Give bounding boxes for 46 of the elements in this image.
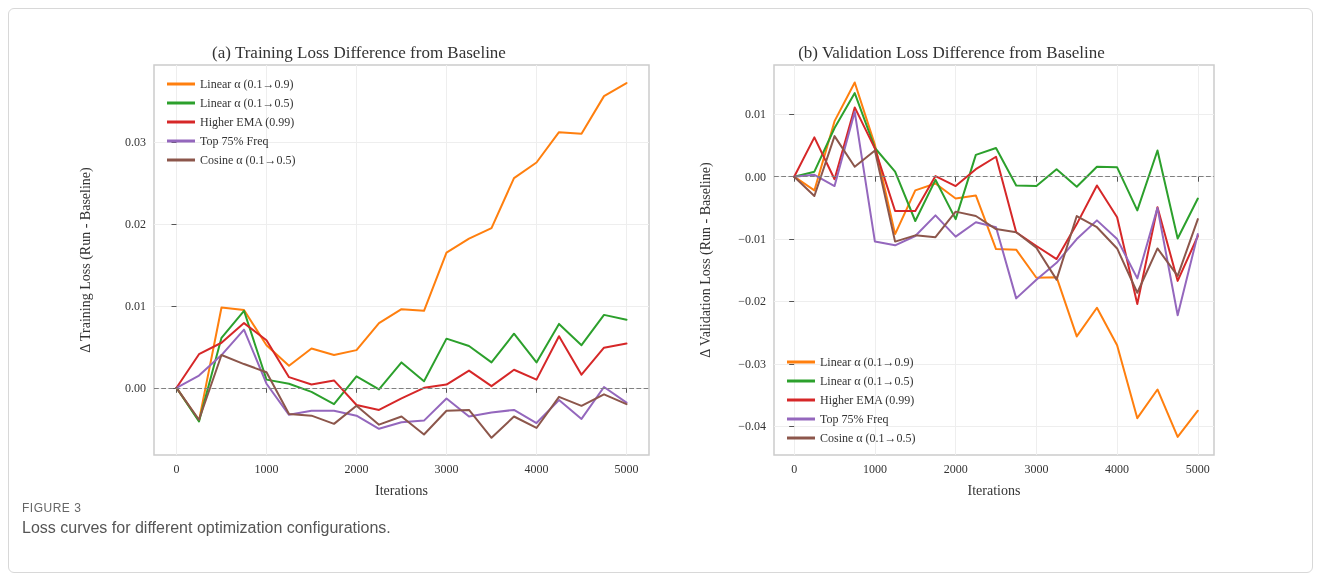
line-series <box>793 135 1199 294</box>
y-tick-label: 0.02 <box>125 216 146 231</box>
x-tick-label: 3000 <box>434 462 459 476</box>
line-series <box>175 354 628 439</box>
line-series <box>175 328 628 430</box>
caption: FIGURE 3 <box>22 501 83 515</box>
y-tick-label: −0.02 <box>738 294 766 309</box>
line-series <box>175 309 628 423</box>
legend-label: Linear α (0.1→0.9) <box>200 77 294 91</box>
y-tick-label: 0.00 <box>745 169 766 184</box>
x-tick-label: 1000 <box>862 462 887 476</box>
legend-label: Cosine α (0.1→0.5) <box>200 153 296 167</box>
x-axis-title: Iterations <box>375 482 428 498</box>
y-axis-title: Δ Training Loss (Run - Baseline) <box>77 166 94 353</box>
x-tick-label: 0 <box>791 462 798 476</box>
y-tick-label: 0.01 <box>125 298 146 313</box>
x-tick-label: 5000 <box>614 462 639 476</box>
legend-label: Linear α (0.1→0.5) <box>200 96 294 110</box>
line-series <box>175 322 628 411</box>
x-tick-label: 5000 <box>1185 462 1210 476</box>
x-tick-label: 2000 <box>344 462 369 476</box>
chart-title: (a) Training Loss Difference from Baseline <box>212 43 506 62</box>
y-tick-label: 0.03 <box>125 135 146 150</box>
x-tick-label: 0 <box>173 462 180 476</box>
y-tick-label: 0.01 <box>745 107 766 122</box>
y-axis-title: Δ Validation Loss (Run - Baseline) <box>697 162 714 358</box>
y-tick-label: −0.01 <box>738 232 766 247</box>
chart-title: (b) Validation Loss Difference from Baseline <box>798 43 1105 62</box>
x-axis-title: Iterations <box>967 482 1021 498</box>
y-tick-label: −0.04 <box>738 419 766 434</box>
legend-label: Linear α (0.1→0.9) <box>820 355 914 369</box>
x-tick-label: 2000 <box>943 462 968 476</box>
x-tick-label: 3000 <box>1024 462 1049 476</box>
legend-label: Top 75% Freq <box>820 412 889 426</box>
x-tick-label: 4000 <box>1105 462 1130 476</box>
legend-label: Top 75% Freq <box>200 134 269 148</box>
y-tick-label: −0.03 <box>738 356 766 371</box>
legend-label: Linear α (0.1→0.5) <box>820 374 914 388</box>
legend-label: Higher EMA (0.99) <box>820 393 915 407</box>
x-tick-label: 4000 <box>524 462 549 476</box>
line-series <box>793 92 1199 240</box>
x-tick-label: 1000 <box>254 462 279 476</box>
legend-label: Cosine α (0.1→0.5) <box>820 431 916 445</box>
text: Loss curves for different optimization configurations. <box>22 519 391 537</box>
legend-label: Higher EMA (0.99) <box>200 115 295 129</box>
y-tick-label: 0.00 <box>125 380 146 395</box>
